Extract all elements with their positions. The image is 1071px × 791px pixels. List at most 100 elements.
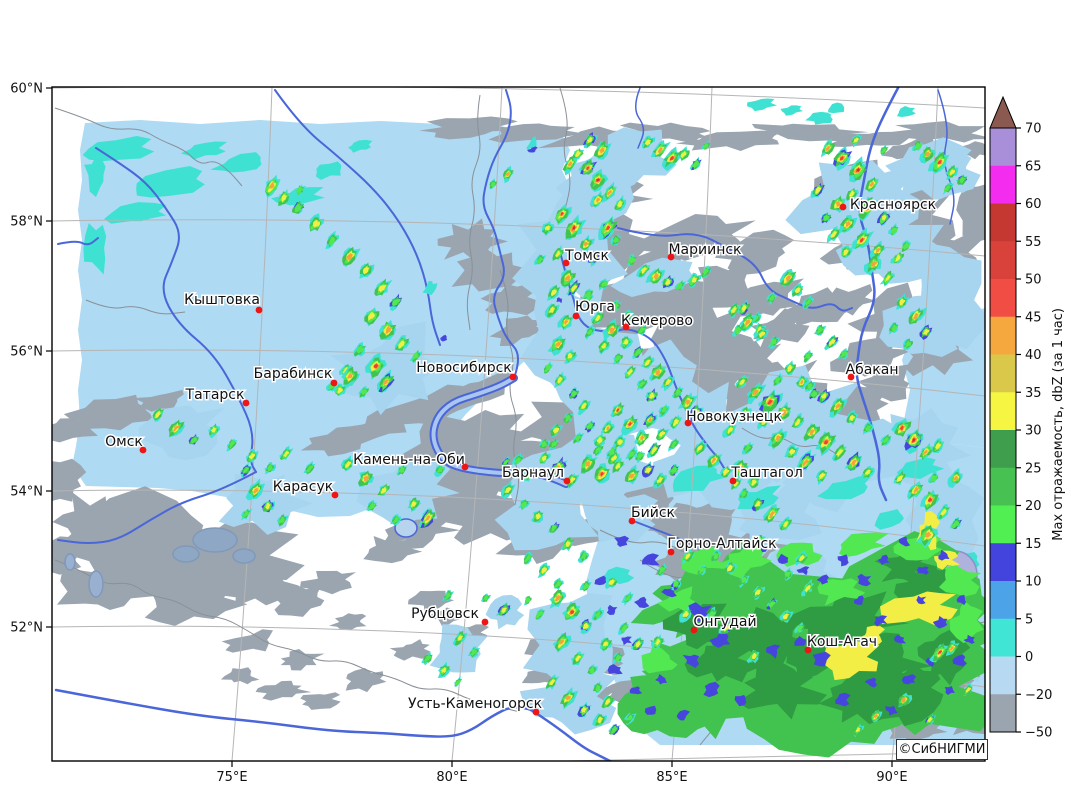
city-label: Юрга [575,299,615,315]
echo-cell [584,420,596,434]
echo-cell [481,593,492,603]
echo-cell [364,352,387,380]
city-marker [667,548,675,556]
echo-cell [560,686,579,710]
city: Юрга [572,298,616,320]
echo-cell [862,421,874,435]
echo-cell [552,244,564,262]
city-labels: Кыштовка Барабинск Новосибирск Татарск Омск К… [104,196,938,716]
echo-cell [782,567,793,581]
echo-cell [546,673,560,690]
echo-cell [697,563,708,576]
echo-cell [927,470,939,484]
echo-cell [333,383,346,397]
echo-cell [700,139,711,150]
echo-cell [537,562,551,579]
echo-cell [908,307,928,325]
echo-cell [679,606,692,623]
axes: 60°N 58°N 56°N 54°N 52°N 75°E 80°E 85°E 90°E [10,82,907,786]
echo-cell [741,441,754,455]
city: Томск [563,247,610,267]
echo-cell [643,410,658,429]
city-label: Рубцовск [411,606,479,622]
city: Новосибирск [415,359,517,381]
echo-cell [767,336,781,350]
echo-cell [705,606,718,622]
echo-cell [582,132,598,149]
echo-cell [949,517,963,530]
echo-cell [794,449,817,474]
city-marker [532,708,540,716]
echo-cell [636,378,649,391]
echo-cell [533,254,547,265]
echo-cell [240,462,253,478]
city: Кыштовка [183,291,263,314]
city: Таштагол [729,464,804,485]
echo-cell [902,338,913,350]
city-label: Онгудай [693,614,756,630]
echo-cell [523,551,533,565]
colorbar-tick-label: 10 [1025,575,1042,590]
echo-cell [377,483,390,497]
echo-cell [379,319,397,340]
echo-cell [502,165,514,184]
echo-cell [553,577,564,591]
echo-cell [341,366,358,387]
echo-cell [591,606,604,621]
echo-cell [919,324,933,341]
colorbar-tick-label: 65 [1025,159,1042,174]
echo-cell [364,307,380,327]
echo-cell [621,309,634,323]
echo-cell [661,146,682,172]
echo-cell [815,431,837,457]
echo-cell [766,291,777,306]
echo-cell [888,222,899,236]
echo-cell [611,299,622,311]
echo-cell [801,578,815,597]
echo-cell [587,664,598,675]
echo-cell [791,282,804,298]
echo-cell [604,574,618,590]
echo-cell [853,723,865,737]
echo-cell [762,504,781,524]
echo-cell [168,419,186,438]
echo-cell [632,345,643,359]
echo-cell [495,602,512,617]
echo-cell [636,264,651,278]
echo-cell [374,278,393,297]
echo-cell [610,401,625,418]
echo-cell [955,174,968,186]
echo-cell [579,618,592,635]
echo-cell [751,585,766,601]
echo-cell [618,621,629,636]
colorbar-tick-label: 15 [1025,537,1042,552]
echo-cell [340,455,356,472]
echo-cell [623,712,637,726]
stratiform-precip [617,510,985,758]
city: Абакан [844,361,900,381]
colorbar-tick-label: −50 [1025,726,1052,741]
echo-cell [658,404,670,418]
echo-cell [677,392,698,412]
echo-cell [550,423,563,438]
city-label: Бийск [631,505,675,521]
echo-cell [608,451,620,465]
echo-cell [641,135,656,149]
echo-cell [876,211,891,226]
echo-cell [804,380,817,392]
echo-cell [766,597,779,610]
city-marker [622,323,630,331]
echo-cell [630,637,644,651]
echo-cell [584,324,597,340]
echo-cell [590,190,606,208]
echo-cell [422,280,438,295]
y-tick-label: 56°N [10,345,43,360]
echo-cell [669,414,683,430]
echo-cell [734,406,753,424]
echo-cell [794,550,808,567]
echo-cell [590,168,609,193]
rivers [54,87,955,761]
echo-cell [784,443,800,459]
x-tick-label: 90°E [876,770,907,785]
echo-cell [208,423,221,439]
